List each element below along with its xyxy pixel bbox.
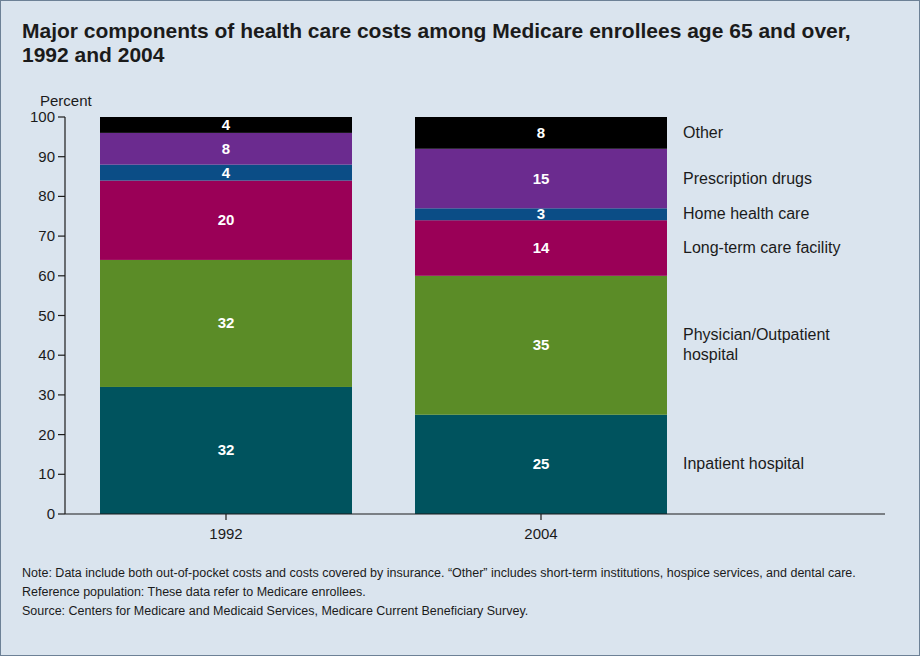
y-tick bbox=[58, 513, 65, 514]
bar-segment bbox=[415, 220, 667, 276]
y-axis-label: Percent bbox=[40, 92, 93, 109]
footnote: Reference population: These data refer t… bbox=[22, 585, 366, 599]
text-line: Major components of health care costs am… bbox=[22, 19, 851, 42]
data-label: 3 bbox=[537, 205, 545, 222]
x-tick bbox=[225, 514, 226, 520]
y-tick bbox=[58, 236, 65, 237]
data-label: 14 bbox=[533, 239, 550, 256]
title: Major components of health care costs am… bbox=[22, 19, 851, 66]
text-line: Source: Centers for Medicare and Medicai… bbox=[22, 604, 528, 618]
footnote: Source: Centers for Medicare and Medicai… bbox=[22, 604, 528, 618]
data-label: 25 bbox=[533, 455, 550, 472]
y-tick-label: 10 bbox=[38, 465, 55, 482]
text-line: Note: Data include both out-of-pocket co… bbox=[22, 566, 856, 580]
data-labels: 32 32 20 4 8 4 25 35 14 3 15 8 bbox=[218, 116, 550, 472]
bar-segment bbox=[415, 149, 667, 209]
y-tick-label: 30 bbox=[38, 386, 55, 403]
y-tick bbox=[58, 196, 65, 197]
y-tick bbox=[58, 315, 65, 316]
legend-entry: Long-term care facility bbox=[683, 239, 840, 256]
bar-segment bbox=[415, 276, 667, 415]
x-tick bbox=[540, 514, 541, 520]
text-line: Prescription drugs bbox=[683, 170, 812, 187]
legend-entry: Inpatient hospital bbox=[683, 455, 804, 472]
chart-svg: Major components of health care costs am… bbox=[0, 0, 920, 656]
y-tick bbox=[58, 474, 65, 475]
data-label: 15 bbox=[533, 170, 550, 187]
data-label: 4 bbox=[222, 164, 231, 181]
y-tick bbox=[58, 434, 65, 435]
x-tick-label: 1992 bbox=[209, 525, 242, 542]
y-tick-label: 20 bbox=[38, 426, 55, 443]
data-label: 32 bbox=[218, 441, 235, 458]
bars bbox=[100, 117, 667, 514]
y-tick bbox=[58, 116, 65, 117]
x-tick-label: 2004 bbox=[524, 525, 557, 542]
text-line: hospital bbox=[683, 346, 738, 363]
legend-entry: Prescription drugs bbox=[683, 170, 812, 187]
x-axis bbox=[65, 513, 885, 514]
y-tick-label: 60 bbox=[38, 267, 55, 284]
data-label: 8 bbox=[222, 140, 230, 157]
y-tick-label: 0 bbox=[47, 505, 55, 522]
y-tick-label: 90 bbox=[38, 148, 55, 165]
y-tick bbox=[58, 355, 65, 356]
data-label: 35 bbox=[533, 336, 550, 353]
text-line: Physician/Outpatient bbox=[683, 326, 830, 343]
y-tick-label: 40 bbox=[38, 346, 55, 363]
bar-segment bbox=[100, 133, 352, 165]
text-line: Long-term care facility bbox=[683, 239, 840, 256]
data-label: 4 bbox=[222, 116, 231, 133]
y-tick bbox=[58, 156, 65, 157]
legend-entry: Other bbox=[683, 124, 724, 141]
y-tick-label: 100 bbox=[30, 108, 55, 125]
bar-segment bbox=[415, 415, 667, 514]
data-label: 8 bbox=[537, 124, 545, 141]
bar-segment bbox=[100, 387, 352, 514]
text-line: Home health care bbox=[683, 205, 809, 222]
background bbox=[1, 1, 920, 656]
bar-segment bbox=[100, 260, 352, 387]
y-tick-label: 70 bbox=[38, 227, 55, 244]
text-line: Inpatient hospital bbox=[683, 455, 804, 472]
footnote: Note: Data include both out-of-pocket co… bbox=[22, 566, 856, 580]
data-label: 20 bbox=[218, 211, 235, 228]
bar-segment bbox=[415, 117, 667, 149]
legend-entry: Home health care bbox=[683, 205, 809, 222]
legend-entry: Physician/Outpatient hospital bbox=[683, 326, 830, 363]
data-label: 32 bbox=[218, 314, 235, 331]
text-line: Reference population: These data refer t… bbox=[22, 585, 366, 599]
bar-segment bbox=[100, 181, 352, 260]
text-line: 1992 and 2004 bbox=[22, 43, 165, 66]
y-tick-label: 50 bbox=[38, 307, 55, 324]
y-tick-label: 80 bbox=[38, 187, 55, 204]
text-line: Other bbox=[683, 124, 724, 141]
y-tick bbox=[58, 394, 65, 395]
y-tick bbox=[58, 275, 65, 276]
